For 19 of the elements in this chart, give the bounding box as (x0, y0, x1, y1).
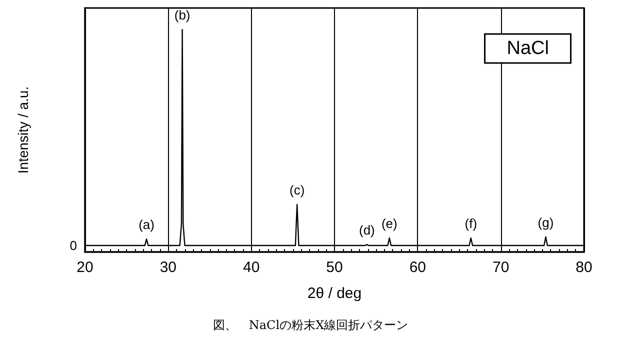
x-tick-label: 50 (326, 259, 343, 276)
y-axis-title: Intensity / a.u. (15, 86, 31, 174)
annotation: (c) (289, 182, 305, 198)
x-tick-label: 30 (160, 259, 177, 276)
x-tick-label: 40 (242, 259, 260, 276)
annotation: 0 (70, 238, 77, 254)
annotation: (f) (464, 216, 478, 231)
x-axis-title: 2θ / deg (307, 285, 362, 302)
annotation: (e) (381, 216, 398, 231)
x-tick-label: 60 (409, 259, 426, 276)
annotation: NaCl (506, 38, 550, 59)
annotation: (g) (538, 214, 554, 230)
x-tick-label: 20 (76, 259, 94, 276)
annotation: (a) (138, 217, 154, 232)
annotation: (b) (174, 8, 190, 23)
x-tick-label: 70 (492, 259, 510, 276)
annotation: (d) (358, 222, 375, 238)
text: 図、 NaClの粉末X線回折パターン (212, 318, 408, 332)
x-tick-label: 80 (576, 259, 592, 276)
